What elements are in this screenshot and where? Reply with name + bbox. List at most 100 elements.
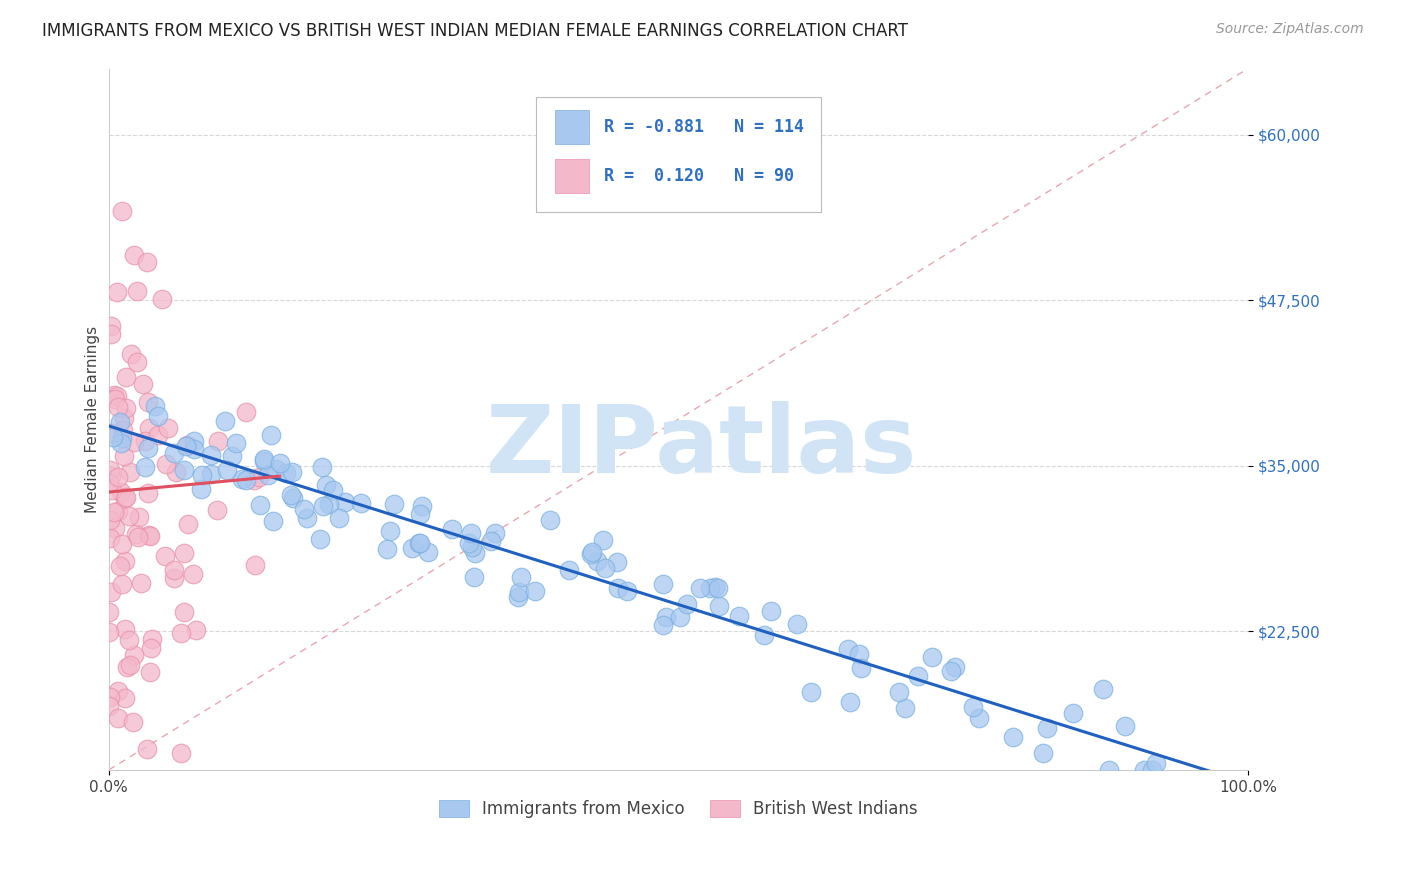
Point bbox=[132, 376, 155, 391]
Point bbox=[669, 609, 692, 624]
Point bbox=[136, 742, 159, 756]
Point bbox=[264, 462, 287, 476]
Point bbox=[98, 531, 121, 545]
Point bbox=[183, 442, 205, 456]
Text: ZIPatlas: ZIPatlas bbox=[485, 401, 917, 493]
Point bbox=[100, 585, 122, 599]
Point bbox=[309, 532, 332, 546]
Point bbox=[231, 472, 253, 486]
Point bbox=[269, 456, 291, 470]
Point bbox=[245, 558, 267, 572]
Point bbox=[139, 665, 162, 680]
Point bbox=[484, 526, 506, 541]
Point bbox=[464, 546, 486, 560]
Point bbox=[260, 428, 283, 442]
Point bbox=[969, 711, 991, 725]
Point bbox=[1001, 730, 1024, 744]
Point bbox=[652, 577, 675, 591]
Point bbox=[97, 605, 120, 619]
Point bbox=[921, 650, 943, 665]
Point bbox=[127, 530, 149, 544]
Point bbox=[524, 584, 547, 599]
Point bbox=[111, 431, 134, 445]
Point bbox=[111, 537, 134, 551]
Point bbox=[675, 598, 697, 612]
Point bbox=[115, 659, 138, 673]
Point bbox=[115, 490, 138, 504]
Point bbox=[375, 541, 398, 556]
Point bbox=[165, 465, 187, 479]
Point bbox=[655, 610, 678, 624]
Point bbox=[135, 255, 157, 269]
Point bbox=[107, 684, 129, 698]
Point bbox=[225, 435, 247, 450]
Point bbox=[122, 714, 145, 729]
Point bbox=[479, 534, 502, 549]
Point bbox=[1114, 719, 1136, 733]
Point bbox=[592, 533, 614, 547]
Point bbox=[253, 452, 276, 467]
Point bbox=[333, 494, 356, 508]
Point bbox=[134, 434, 156, 449]
Point bbox=[176, 437, 198, 451]
Point bbox=[136, 486, 159, 500]
Point bbox=[418, 545, 440, 559]
Point bbox=[408, 536, 430, 550]
Point bbox=[538, 513, 561, 527]
Point bbox=[318, 497, 340, 511]
Point bbox=[962, 700, 984, 714]
Point bbox=[114, 554, 136, 568]
Point bbox=[98, 698, 121, 713]
Point bbox=[183, 434, 205, 449]
Point bbox=[786, 617, 808, 632]
Point bbox=[139, 529, 162, 543]
Point bbox=[253, 454, 276, 468]
Point bbox=[616, 584, 638, 599]
Point bbox=[1146, 756, 1168, 770]
Point bbox=[136, 441, 159, 455]
Point bbox=[907, 669, 929, 683]
Point bbox=[280, 488, 302, 502]
Point bbox=[256, 468, 278, 483]
Point bbox=[146, 409, 169, 424]
Point bbox=[169, 746, 191, 760]
Point bbox=[200, 467, 222, 481]
Point bbox=[689, 582, 711, 596]
Point bbox=[221, 449, 243, 463]
Point bbox=[1133, 763, 1156, 777]
Bar bbox=[555, 110, 589, 144]
Point bbox=[122, 648, 145, 663]
Y-axis label: Median Female Earnings: Median Female Earnings bbox=[86, 326, 100, 513]
Point bbox=[350, 496, 373, 510]
Point bbox=[163, 571, 186, 585]
Point bbox=[115, 401, 138, 416]
Point bbox=[281, 491, 304, 506]
Point bbox=[101, 430, 124, 444]
Text: Source: ZipAtlas.com: Source: ZipAtlas.com bbox=[1216, 22, 1364, 37]
Point bbox=[108, 558, 131, 573]
Point bbox=[150, 293, 173, 307]
Point bbox=[247, 469, 270, 483]
Point bbox=[163, 446, 186, 460]
Point bbox=[183, 566, 205, 581]
Legend: Immigrants from Mexico, British West Indians: Immigrants from Mexico, British West Ind… bbox=[432, 793, 925, 825]
Point bbox=[143, 399, 166, 413]
Point bbox=[292, 502, 315, 516]
Point bbox=[461, 540, 484, 554]
Point bbox=[699, 581, 721, 595]
Point bbox=[411, 499, 433, 513]
Point bbox=[889, 685, 911, 699]
Point bbox=[837, 641, 859, 656]
Point bbox=[111, 423, 134, 437]
Point bbox=[242, 473, 264, 487]
Point bbox=[110, 485, 132, 500]
Point bbox=[156, 421, 179, 435]
Point bbox=[122, 434, 145, 449]
Point bbox=[107, 400, 129, 414]
Point bbox=[315, 478, 337, 492]
Point bbox=[101, 483, 124, 497]
Point bbox=[235, 473, 257, 487]
Point bbox=[127, 355, 149, 369]
Point bbox=[163, 563, 186, 577]
Point bbox=[593, 561, 616, 575]
